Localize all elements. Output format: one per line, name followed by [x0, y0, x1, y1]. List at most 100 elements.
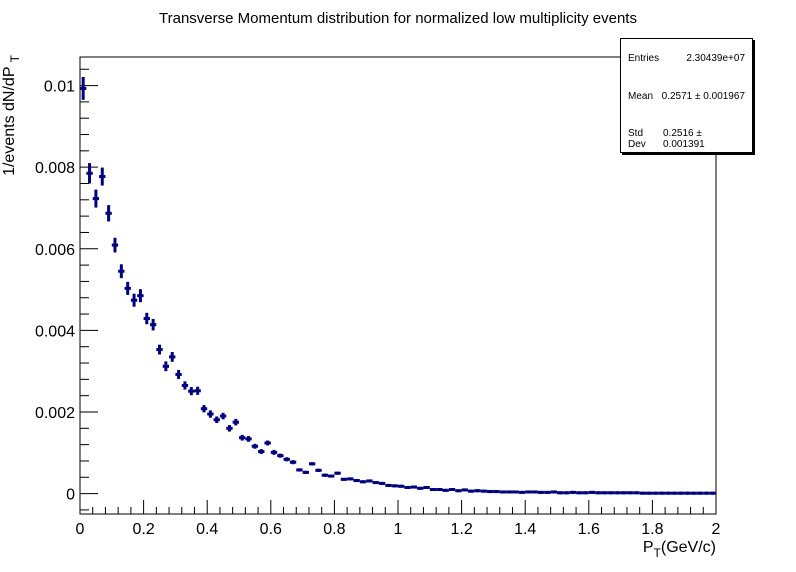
data-point — [410, 485, 418, 489]
data-point — [111, 237, 119, 253]
data-point — [461, 488, 468, 492]
data-point — [563, 491, 570, 495]
chart-title: Transverse Momentum distribution for nor… — [159, 10, 637, 27]
data-point — [480, 489, 488, 493]
stats-entries-value: 2.30439e+07 — [686, 53, 745, 64]
data-point — [544, 490, 551, 494]
data-point — [684, 491, 691, 495]
data-point — [315, 468, 322, 472]
data-point — [557, 491, 564, 495]
data-point — [239, 434, 246, 441]
data-point — [378, 481, 386, 485]
x-tick-label: 1.8 — [641, 521, 663, 538]
data-point — [270, 449, 278, 455]
data-point — [665, 491, 672, 495]
data-point — [601, 491, 608, 495]
data-point — [417, 486, 424, 490]
data-point — [391, 484, 398, 488]
y-tick-label: 0 — [66, 487, 75, 504]
data-point — [512, 490, 519, 494]
data-point — [232, 418, 239, 426]
data-point — [576, 491, 583, 495]
data-point — [149, 318, 157, 331]
data-point — [518, 490, 526, 494]
data-point — [646, 491, 653, 495]
data-point — [493, 490, 500, 494]
data-point — [423, 485, 430, 489]
data-point — [264, 440, 271, 446]
x-tick-label: 0.2 — [132, 521, 154, 538]
data-point — [283, 457, 290, 462]
data-point — [353, 479, 360, 483]
data-point — [652, 491, 659, 495]
stats-mean-row: Mean 0.2571 ± 0.001967 — [628, 91, 745, 102]
data-point — [537, 490, 545, 494]
data-point — [156, 344, 163, 355]
data-point — [582, 491, 589, 495]
data-point — [595, 491, 602, 495]
x-tick-label: 0 — [76, 521, 85, 538]
data-point — [251, 443, 259, 449]
data-point — [118, 264, 125, 279]
data-point — [506, 490, 513, 494]
data-point — [359, 480, 367, 484]
data-point — [487, 490, 494, 494]
data-point — [499, 490, 507, 494]
data-point — [550, 490, 557, 494]
data-point — [677, 491, 685, 495]
x-tick-label: 0.6 — [260, 521, 282, 538]
data-point — [671, 491, 678, 495]
data-point — [448, 488, 456, 492]
data-point — [296, 468, 303, 472]
data-point — [213, 416, 220, 424]
data-point — [137, 289, 144, 303]
data-point — [525, 490, 532, 494]
data-point — [289, 460, 297, 465]
data-point — [169, 352, 176, 362]
x-tick-label: 2 — [712, 521, 721, 538]
data-point — [194, 386, 201, 395]
data-point — [455, 489, 462, 493]
data-point — [429, 488, 437, 492]
data-point — [340, 477, 348, 481]
data-point — [143, 312, 150, 325]
x-axis-label: PT(GeV/c) — [643, 539, 716, 560]
data-point — [99, 167, 106, 186]
data-point — [442, 488, 449, 492]
data-point — [245, 436, 252, 442]
stats-std-value: 0.2516 ± 0.001391 — [663, 128, 705, 150]
data-point — [188, 387, 195, 396]
data-point — [474, 489, 481, 493]
data-point — [105, 205, 112, 222]
y-tick-label: 0.008 — [35, 160, 75, 177]
data-point — [175, 369, 182, 379]
data-point — [633, 491, 640, 495]
data-point — [620, 491, 627, 495]
data-point — [690, 491, 697, 495]
data-point — [404, 485, 411, 489]
data-point — [277, 453, 284, 458]
data-point — [347, 477, 354, 481]
stats-entries-label: Entries — [628, 53, 660, 64]
data-point — [385, 483, 392, 487]
data-point — [703, 491, 710, 495]
data-point — [181, 381, 189, 390]
data-point — [372, 481, 379, 485]
x-tick-label: 0.4 — [196, 521, 218, 538]
data-point — [328, 474, 335, 478]
data-point — [588, 490, 596, 494]
data-point — [696, 491, 704, 495]
x-tick-label: 1.2 — [450, 521, 472, 538]
stats-mean-label: Mean — [628, 91, 654, 102]
data-point — [308, 462, 316, 466]
x-tick-label: 1.4 — [514, 521, 536, 538]
x-tick-label: 1.6 — [578, 521, 600, 538]
data-point — [334, 471, 341, 475]
data-point — [709, 491, 716, 495]
data-point — [607, 491, 615, 495]
y-tick-label: 0.006 — [35, 242, 75, 259]
stats-std-row: Std Dev 0.2516 ± 0.001391 — [628, 128, 745, 150]
y-tick-label: 0.01 — [44, 79, 75, 96]
y-tick-label: 0.002 — [35, 405, 75, 422]
